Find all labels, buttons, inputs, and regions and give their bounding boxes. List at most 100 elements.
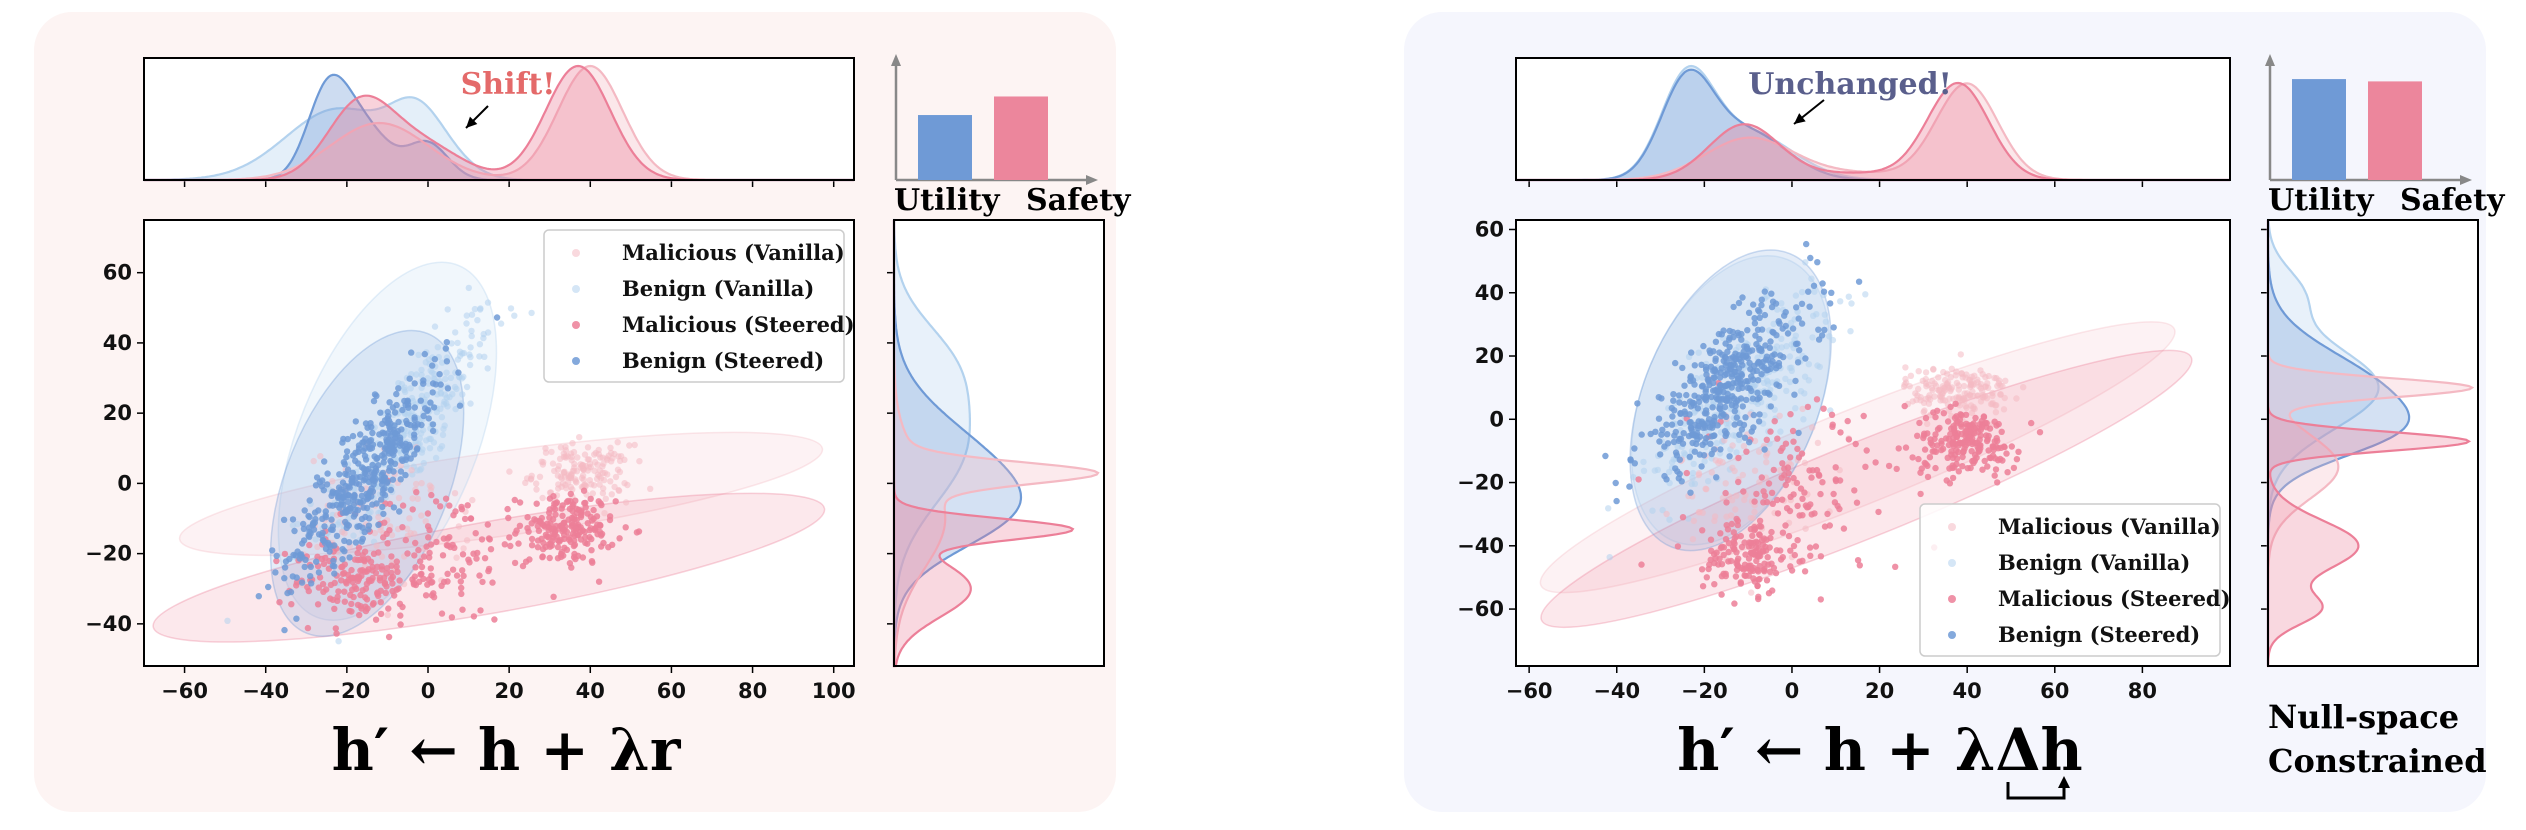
point-mv bbox=[1755, 448, 1763, 455]
point-bs bbox=[269, 547, 276, 554]
point-bs bbox=[307, 573, 314, 580]
point-ms bbox=[1718, 591, 1725, 598]
point-ms bbox=[451, 544, 458, 551]
point-ms bbox=[1817, 490, 1824, 498]
point-ms bbox=[1774, 510, 1782, 517]
point-ms bbox=[1806, 467, 1813, 474]
point-bv bbox=[1640, 467, 1648, 474]
point-bs bbox=[1717, 369, 1725, 376]
point-bs bbox=[359, 535, 366, 542]
point-bs bbox=[361, 445, 369, 452]
point-bs bbox=[355, 445, 363, 452]
point-ms bbox=[1799, 495, 1806, 502]
point-ms bbox=[453, 572, 461, 579]
point-mv bbox=[1930, 366, 1937, 373]
point-ms bbox=[1750, 564, 1757, 572]
point-bs bbox=[384, 415, 391, 422]
point-bs bbox=[1726, 327, 1733, 335]
point-bs bbox=[1773, 365, 1780, 372]
point-bv bbox=[350, 532, 357, 539]
point-mv bbox=[562, 453, 569, 460]
point-bs bbox=[1703, 435, 1710, 442]
point-bs bbox=[411, 451, 418, 458]
point-ms bbox=[1955, 468, 1963, 475]
point-ms bbox=[2028, 419, 2035, 427]
point-ms bbox=[1837, 429, 1844, 436]
point-ms bbox=[1836, 505, 1843, 513]
point-bs bbox=[313, 474, 321, 481]
point-bv bbox=[1809, 334, 1816, 341]
scatter-frame bbox=[1515, 219, 2231, 667]
point-ms bbox=[341, 588, 348, 595]
point-ms bbox=[1817, 553, 1825, 560]
point-mv bbox=[607, 444, 614, 451]
point-ms bbox=[1771, 418, 1778, 425]
point-bs bbox=[399, 406, 406, 414]
point-ms bbox=[1770, 466, 1778, 474]
formula-label: h′ ← h + λr bbox=[332, 716, 682, 784]
point-bv bbox=[422, 359, 429, 366]
point-ms bbox=[592, 524, 600, 531]
point-mv bbox=[1763, 452, 1770, 459]
point-mv bbox=[542, 449, 550, 456]
point-mv bbox=[622, 499, 630, 506]
point-ms bbox=[1732, 573, 1740, 580]
point-ms bbox=[546, 509, 553, 516]
point-mv bbox=[1932, 382, 1940, 389]
point-ms bbox=[386, 527, 393, 534]
point-ms bbox=[388, 553, 395, 560]
point-mv bbox=[1935, 374, 1942, 381]
point-ms bbox=[1779, 496, 1786, 503]
point-bs bbox=[1828, 289, 1835, 296]
point-mv bbox=[600, 485, 607, 492]
scatter-layer bbox=[1539, 240, 2193, 629]
point-bs bbox=[321, 458, 328, 465]
point-bs bbox=[368, 423, 375, 431]
point-ms bbox=[424, 523, 432, 530]
point-mv bbox=[373, 542, 380, 549]
point-bs bbox=[1756, 411, 1763, 418]
point-mv bbox=[1979, 371, 1986, 378]
point-bv bbox=[507, 305, 515, 312]
point-ms bbox=[558, 548, 565, 556]
point-bs bbox=[378, 496, 385, 503]
point-ms bbox=[335, 588, 342, 595]
point-bv bbox=[428, 369, 436, 376]
point-mv bbox=[1974, 392, 1982, 399]
point-bs bbox=[1634, 400, 1641, 407]
point-bv bbox=[459, 391, 466, 398]
point-bs bbox=[300, 525, 308, 532]
point-bs bbox=[1710, 446, 1718, 453]
point-ms bbox=[554, 555, 562, 562]
point-bv bbox=[463, 320, 470, 327]
point-ms bbox=[476, 572, 483, 579]
series-mv bbox=[1663, 351, 2027, 596]
point-bv bbox=[452, 405, 459, 413]
point-ms bbox=[1758, 474, 1766, 481]
point-ms bbox=[1922, 414, 1930, 422]
point-ms bbox=[567, 490, 574, 498]
point-ms bbox=[1872, 459, 1879, 466]
point-mv bbox=[408, 466, 415, 474]
point-bv bbox=[1778, 335, 1785, 342]
point-bs bbox=[1712, 355, 1719, 362]
point-bs bbox=[354, 523, 361, 530]
point-bv bbox=[1808, 275, 1815, 282]
point-bs bbox=[1730, 303, 1737, 311]
point-mv bbox=[1776, 412, 1783, 419]
point-bs bbox=[255, 593, 262, 600]
point-bs bbox=[1659, 426, 1666, 433]
point-ms bbox=[1914, 432, 1921, 439]
point-bv bbox=[423, 392, 431, 399]
point-bs bbox=[1739, 403, 1747, 410]
point-ms bbox=[446, 534, 453, 541]
point-ms bbox=[365, 566, 372, 573]
point-ms bbox=[1782, 440, 1790, 447]
legend-marker-ms bbox=[572, 321, 580, 329]
point-bs bbox=[443, 358, 451, 365]
point-bs bbox=[349, 496, 357, 503]
point-bv bbox=[447, 374, 455, 382]
point-bs bbox=[343, 521, 351, 528]
point-bs bbox=[1746, 359, 1753, 367]
point-mv bbox=[428, 484, 435, 491]
